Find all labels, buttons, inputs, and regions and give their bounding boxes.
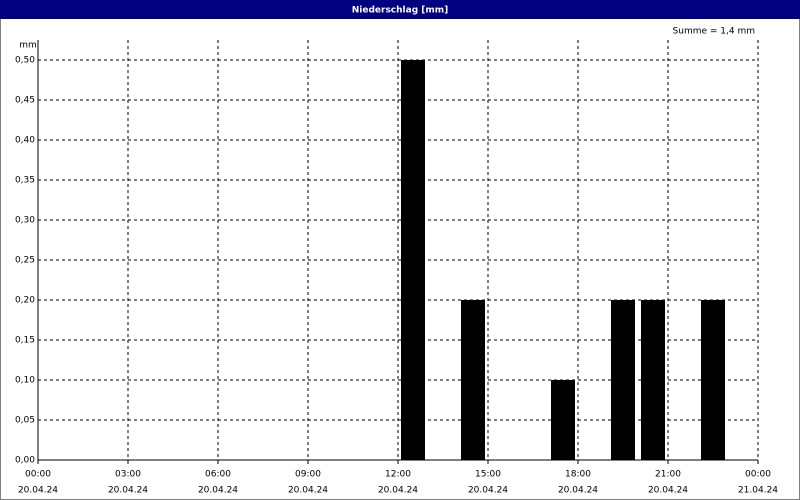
x-tick-date: 20.04.24 [558,486,598,496]
y-tick-label: 0,50 [15,56,35,66]
x-tick-label: 00:00 [25,470,51,480]
y-tick-label: 0,45 [15,96,35,106]
x-tick-date: 20.04.24 [288,486,328,496]
y-tick-label: 0,30 [15,216,35,226]
y-tick-label: 0,25 [15,256,35,266]
x-tick-label: 15:00 [475,470,501,480]
x-tick-date: 20.04.24 [468,486,508,496]
x-tick-date: 20.04.24 [378,486,418,496]
x-tick-date: 21.04.24 [738,486,778,496]
bar [611,300,635,460]
bar [461,300,485,460]
chart-title: Niederschlag [mm] [352,6,449,16]
bar [641,300,665,460]
y-tick-label: 0,35 [15,176,35,186]
y-tick-label: 0,10 [15,376,35,386]
x-tick-label: 09:00 [295,470,321,480]
y-tick-label: 0,40 [15,136,35,146]
annotation: Summe = 1,4 mm [673,27,755,37]
x-tick-label: 00:00 [745,470,771,480]
title-bar [0,0,800,19]
y-tick-label: 0,00 [15,456,35,466]
y-tick-label: 0,05 [15,416,35,426]
x-tick-date: 20.04.24 [18,486,58,496]
y-tick-label: 0,20 [15,296,35,306]
y-tick-label: 0,15 [15,336,35,346]
x-tick-date: 20.04.24 [108,486,148,496]
bar [401,60,425,460]
x-tick-label: 12:00 [385,470,411,480]
y-axis-label: mm [19,41,37,51]
x-tick-label: 06:00 [205,470,231,480]
x-tick-label: 21:00 [655,470,681,480]
x-tick-label: 18:00 [565,470,591,480]
bar [551,380,575,460]
x-tick-label: 03:00 [115,470,141,480]
x-tick-date: 20.04.24 [648,486,688,496]
bar [701,300,725,460]
x-tick-date: 20.04.24 [198,486,238,496]
